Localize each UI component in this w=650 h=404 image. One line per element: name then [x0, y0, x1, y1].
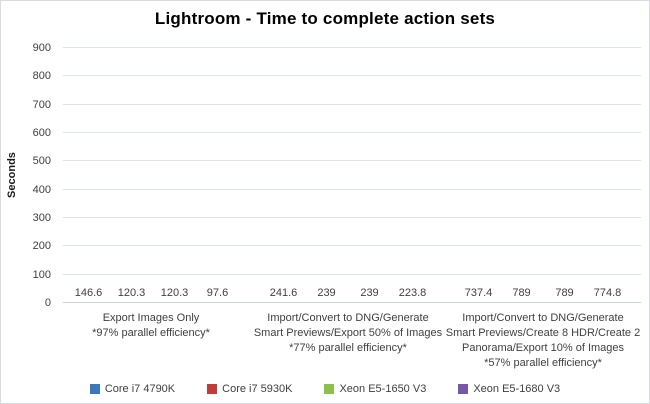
bar-value-label: 97.6 — [206, 287, 229, 299]
bar-value-label: 789 — [512, 287, 531, 299]
category-label-2: Import/Convert to DNG/Generate Smart Prev… — [232, 311, 464, 356]
category-label-line: *57% parallel efficiency* — [484, 357, 602, 369]
y-tick-label-700: 700 — [32, 98, 51, 111]
legend-item-xeon-e5-1650-v3: Xeon E5-1650 V3 — [324, 383, 426, 395]
category-label-3: Import/Convert to DNG/Generate Smart Prev… — [427, 311, 649, 371]
legend-swatch-icon — [458, 384, 469, 394]
bar-value-label: 239 — [360, 287, 379, 299]
legend-label: Core i7 5930K — [222, 383, 293, 395]
y-axis-tick-labels: 0 100 200 300 400 500 600 700 800 900 — [1, 42, 55, 309]
gridline-900 — [63, 47, 641, 48]
bars-layer: 146.6 120.3 120.3 97.6 241.6 239 239 223.8 737.4… — [63, 48, 641, 303]
y-tick-label-400: 400 — [32, 183, 51, 196]
y-tick-label-900: 900 — [32, 42, 51, 54]
legend-item-core-i7-4790k: Core i7 4790K — [89, 383, 176, 395]
y-tick-label-100: 100 — [32, 268, 51, 281]
bar-value-label: 241.6 — [269, 287, 298, 299]
bar-value-label: 223.8 — [398, 287, 427, 299]
legend-label: Xeon E5-1680 V3 — [473, 383, 561, 395]
legend-swatch-icon — [207, 384, 218, 394]
legend-swatch-icon — [324, 384, 335, 394]
gridline-200 — [63, 245, 641, 247]
category-label-line: Export Images Only — [102, 312, 200, 324]
category-label-line: Import/Convert to DNG/Generate — [462, 312, 624, 324]
gridline-0 — [63, 302, 641, 303]
gridline-800 — [63, 75, 641, 77]
y-tick-label-600: 600 — [32, 127, 51, 139]
bar-value-label: 146.6 — [74, 287, 103, 299]
category-label-line: *77% parallel efficiency* — [289, 342, 407, 354]
bar-value-label: 120.3 — [160, 287, 189, 299]
y-tick-label-800: 800 — [32, 70, 51, 83]
category-label-line: Import/Convert to DNG/Generate — [267, 312, 429, 324]
legend-label: Core i7 4790K — [104, 383, 176, 395]
bar-value-label: 774.8 — [593, 287, 622, 299]
legend-item-xeon-e5-1680-v3: Xeon E5-1680 V3 — [458, 383, 560, 395]
gridline-700 — [63, 103, 641, 105]
category-label-line: Panorama/Export 10% of Images — [461, 342, 625, 354]
bar-value-label: 239 — [317, 287, 336, 299]
gridline-100 — [63, 273, 641, 275]
legend-label: Xeon E5-1650 V3 — [339, 383, 427, 395]
category-label-1: Export Images Only *97% parallel efficien… — [35, 311, 267, 341]
y-tick-label-500: 500 — [32, 155, 51, 168]
category-label-line: Smart Previews/Export 50% of Images — [253, 327, 443, 339]
bar-value-label: 737.4 — [464, 287, 493, 299]
category-label-line: *97% parallel efficiency* — [92, 327, 210, 339]
legend: Core i7 4790K Core i7 5930K Xeon E5-1650 V… — [1, 383, 649, 395]
y-tick-label-200: 200 — [32, 240, 51, 253]
chart-title: Lightroom - Time to complete action sets — [154, 9, 496, 28]
gridline-300 — [63, 217, 641, 218]
gridline-600 — [63, 132, 641, 133]
y-tick-label-0: 0 — [44, 297, 51, 309]
gridline-500 — [63, 160, 641, 162]
x-axis-category-labels: Export Images Only *97% parallel efficien… — [1, 311, 649, 373]
legend-item-core-i7-5930k: Core i7 5930K — [207, 383, 292, 395]
bar-value-label: 120.3 — [117, 287, 146, 299]
plot-area: 146.6 120.3 120.3 97.6 241.6 239 239 223.8 737.4… — [63, 47, 641, 303]
gridline-400 — [63, 188, 641, 190]
y-tick-label-300: 300 — [32, 212, 51, 224]
bar-value-label: 789 — [555, 287, 574, 299]
legend-swatch-icon — [89, 384, 100, 394]
category-label-line: Smart Previews/Create 8 HDR/Create 2 — [445, 327, 641, 339]
